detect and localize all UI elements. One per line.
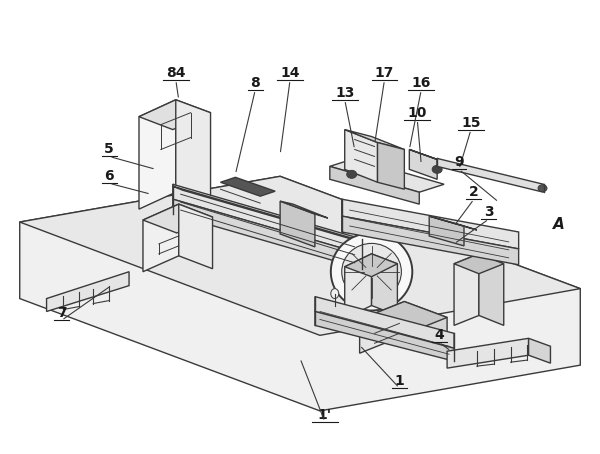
Polygon shape: [359, 301, 404, 353]
Polygon shape: [479, 254, 504, 326]
Polygon shape: [342, 216, 518, 265]
Polygon shape: [429, 216, 464, 246]
Text: 1: 1: [395, 374, 404, 388]
Polygon shape: [173, 186, 371, 245]
Text: 17: 17: [375, 66, 394, 80]
Ellipse shape: [538, 185, 547, 192]
Polygon shape: [345, 254, 371, 318]
Polygon shape: [139, 100, 176, 209]
Polygon shape: [359, 301, 447, 336]
Text: 7: 7: [56, 306, 66, 321]
Polygon shape: [409, 149, 437, 179]
Polygon shape: [429, 216, 477, 230]
Polygon shape: [143, 204, 212, 233]
Polygon shape: [404, 301, 447, 351]
Polygon shape: [330, 166, 419, 204]
Polygon shape: [345, 129, 404, 149]
Text: 6: 6: [104, 169, 114, 183]
Ellipse shape: [346, 250, 358, 256]
Ellipse shape: [331, 233, 412, 311]
Polygon shape: [342, 199, 518, 249]
Polygon shape: [371, 254, 397, 316]
Polygon shape: [20, 176, 580, 336]
Text: 3: 3: [484, 205, 494, 219]
Text: 15: 15: [461, 116, 481, 130]
Polygon shape: [330, 158, 444, 192]
Polygon shape: [529, 338, 550, 363]
Text: 13: 13: [335, 86, 355, 100]
Text: 8: 8: [250, 76, 260, 90]
Polygon shape: [345, 254, 397, 276]
Polygon shape: [20, 176, 580, 411]
Ellipse shape: [347, 170, 356, 178]
Text: 1': 1': [318, 408, 332, 422]
Text: 9: 9: [454, 155, 464, 169]
Polygon shape: [437, 158, 544, 192]
Polygon shape: [173, 199, 362, 269]
Text: 2: 2: [469, 185, 479, 199]
Polygon shape: [139, 100, 211, 129]
Polygon shape: [345, 129, 377, 182]
Polygon shape: [315, 296, 454, 348]
Polygon shape: [47, 272, 129, 311]
Polygon shape: [280, 201, 328, 218]
Polygon shape: [179, 204, 212, 269]
Polygon shape: [220, 178, 275, 196]
Text: A: A: [553, 217, 564, 232]
Text: 14: 14: [280, 66, 300, 80]
Ellipse shape: [331, 289, 339, 299]
Text: 10: 10: [407, 106, 427, 120]
Ellipse shape: [432, 165, 442, 173]
Polygon shape: [454, 254, 504, 274]
Polygon shape: [143, 204, 179, 272]
Polygon shape: [315, 311, 454, 361]
Polygon shape: [173, 184, 362, 254]
Text: 16: 16: [412, 76, 431, 90]
Polygon shape: [409, 149, 451, 164]
Text: 4: 4: [434, 328, 444, 342]
Polygon shape: [454, 254, 479, 326]
Text: 84: 84: [166, 66, 185, 80]
Ellipse shape: [342, 243, 401, 300]
Polygon shape: [280, 201, 315, 247]
Polygon shape: [176, 100, 211, 204]
Polygon shape: [447, 338, 529, 368]
Text: 5: 5: [104, 143, 114, 157]
Polygon shape: [377, 143, 404, 189]
